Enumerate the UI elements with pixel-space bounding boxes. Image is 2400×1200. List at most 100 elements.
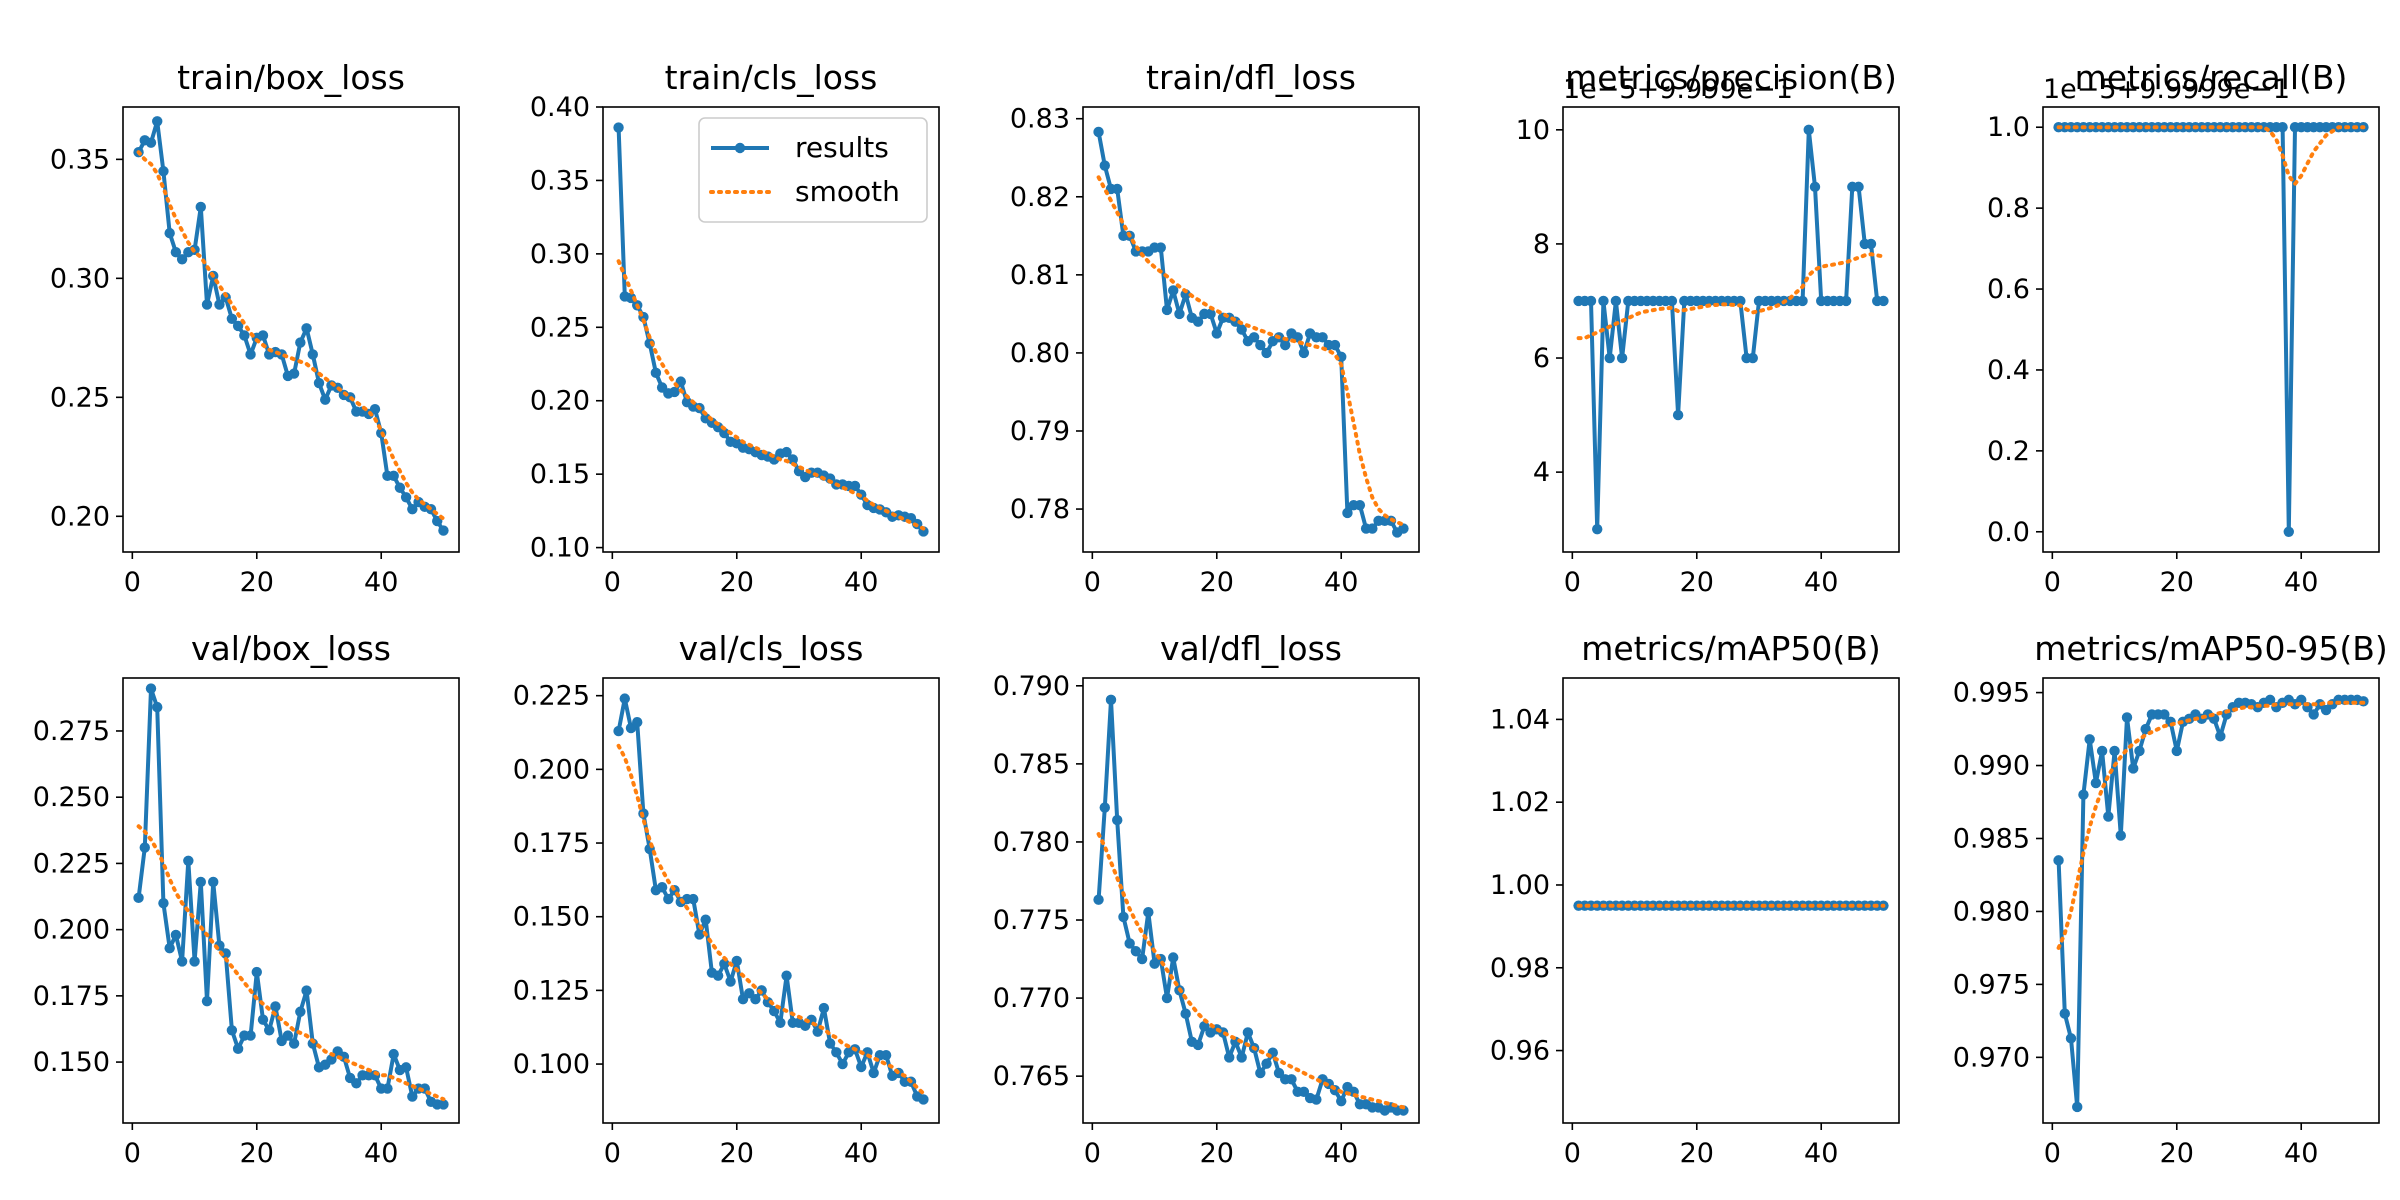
results-data-point [1093,126,1104,138]
plot-frame [602,677,940,1124]
x-tick-label: 0 [124,1138,141,1169]
results-data-point [1367,523,1378,534]
x-tick-label: 20 [720,567,754,598]
results-data-point [663,893,674,905]
y-tick-label: 0.30 [50,263,110,294]
results-data-point [1616,352,1628,364]
results-data-point [400,492,412,503]
results-data-point [787,454,798,465]
results-data-point [1672,409,1684,421]
results-data-point [719,958,730,970]
results-data-point [1735,295,1746,307]
results-data-point [694,929,705,940]
y-tick-label: 0.780 [993,827,1070,858]
results-data-point [320,394,331,405]
y-tick-label: 0.150 [513,902,590,933]
results-data-point [139,842,150,853]
x-tick-label: 0 [604,1138,621,1169]
y-tick-label: 1.02 [1490,787,1550,818]
y-tick-label: 8 [1533,229,1550,260]
results-data-point [1105,694,1117,706]
y-tick-label: 0.4 [1987,355,2030,386]
results-data-point [388,470,399,482]
y-tick-label: 0.80 [1010,338,1070,369]
results-data-point [856,1061,867,1073]
x-tick-label: 20 [720,1138,754,1169]
x-tick-label: 0 [1564,1138,1581,1169]
y-tick-label: 0.8 [1987,193,2030,224]
results-data-point [2159,709,2170,720]
results-data-point [245,349,256,360]
results-data-point [2277,122,2288,133]
results-data-point [1161,992,1173,1004]
legend-smooth-label: smooth [795,175,900,208]
plot-frame [1562,677,1900,1124]
results-data-point [257,330,269,341]
results-data-point [1099,802,1110,813]
chart-title: val/cls_loss [679,629,864,668]
results-data-point [632,717,643,728]
chart-title: train/box_loss [177,58,405,97]
results-data-point [2065,1033,2077,1044]
x-tick-label: 20 [1680,567,1714,598]
results-data-point [669,386,680,398]
results-data-point [725,976,736,987]
results-data-point [2283,526,2294,537]
results-data-point [313,377,325,389]
results-data-point [226,1025,238,1036]
chart-title: metrics/mAP50(B) [1581,629,1881,668]
y-tick-label: 6 [1533,343,1550,374]
results-data-point [1398,523,1409,534]
chart-panel: metrics/precision(B)1e−5+9.999e−1 4 6 8 10 0 2… [1516,58,1900,598]
results-data-point [133,892,144,904]
results-series-line [2056,697,2364,1109]
x-tick-label: 40 [2284,567,2318,598]
results-data-point [1236,1052,1247,1063]
y-tick-label: 0.765 [993,1061,1070,1092]
chart-panel: metrics/recall(B)1e−5+9.9999e−1 0.0 0.2 0.4… [1987,58,2380,598]
x-tick-label: 20 [240,567,274,598]
plot-area [1573,900,1889,911]
results-data-point [918,1094,929,1105]
x-tick-label: 40 [844,567,878,598]
chart-title: val/box_loss [191,629,391,668]
plot-frame [1082,106,1420,553]
results-data-point [145,683,157,694]
results-data-point [2308,709,2319,720]
results-data-point [1242,1027,1254,1038]
axis-offset-label: 1e−5+9.999e−1 [1563,74,1793,105]
y-tick-label: 1.04 [1490,704,1550,735]
y-tick-label: 0.995 [1953,678,2030,709]
plot-area [613,122,929,537]
results-data-point [232,1043,244,1055]
plot-area [133,683,449,1110]
x-tick-label: 40 [1324,567,1358,598]
x-tick-label: 0 [2044,567,2061,598]
results-data-point [1118,911,1129,923]
results-data-point [613,122,624,133]
results-data-point [239,330,250,341]
results-data-point [2171,745,2182,757]
results-data-point [1112,814,1123,826]
results-data-point [208,876,219,888]
results-data-point [183,855,194,866]
results-data-point [220,948,231,959]
results-data-point [1797,295,1808,307]
plot-area [133,116,449,536]
results-data-point [824,1038,836,1049]
results-data-point [2109,745,2120,757]
x-tick-label: 40 [844,1138,878,1169]
results-data-point [326,1054,337,1065]
smooth-series-line [136,824,446,1102]
results-data-point [1099,160,1110,171]
chart-panel: metrics/mAP50(B) 0.96 0.98 1.00 1.02 1.04 0 20 4… [1490,629,1900,1169]
results-data-point [1192,316,1204,327]
results-data-point [656,882,668,893]
results-data-point [1329,339,1341,351]
x-tick-label: 20 [1200,567,1234,598]
y-tick-label: 0.125 [513,975,590,1006]
chart-panel: train/dfl_loss 0.78 0.79 0.80 0.81 0.82 0.83 0 2… [1010,58,1420,598]
plot-frame [122,106,460,553]
results-data-point [152,116,163,127]
plot-frame [122,677,460,1124]
